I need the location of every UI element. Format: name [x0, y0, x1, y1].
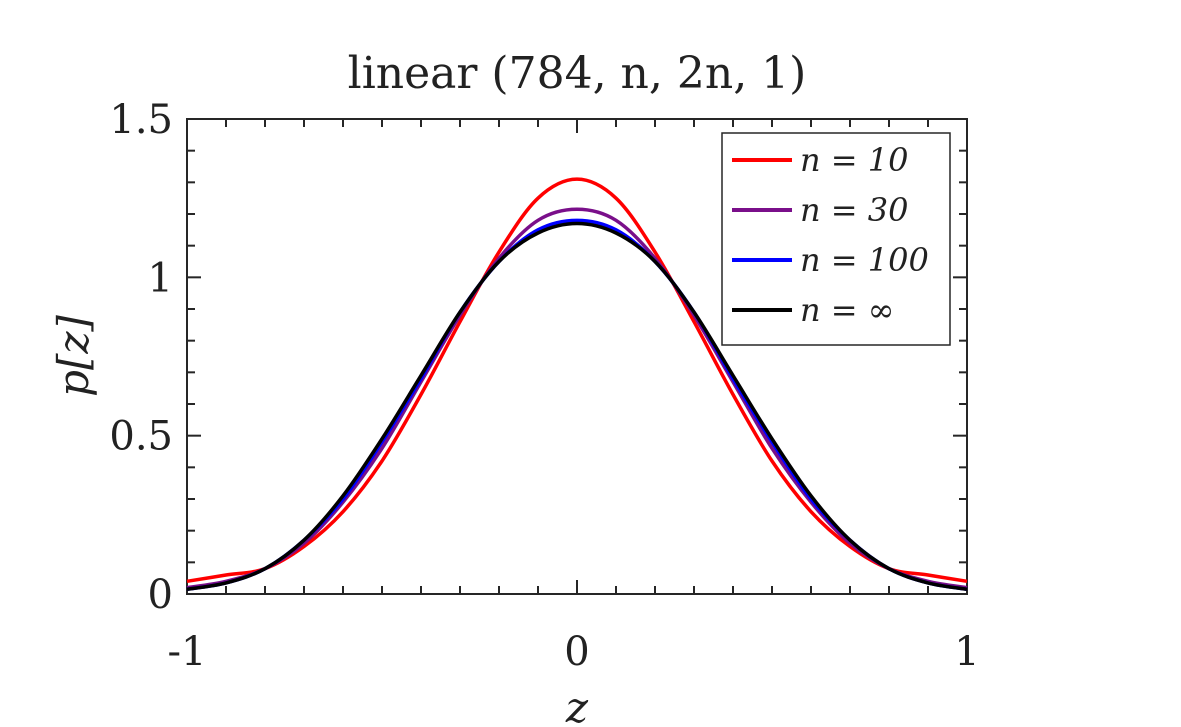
x-tick-label: 0 — [564, 629, 589, 675]
x-tick-label: -1 — [168, 629, 207, 675]
legend-entry: n = 100 — [800, 241, 929, 279]
y-tick-label: 0.5 — [109, 414, 173, 460]
x-tick-label: 1 — [954, 629, 979, 675]
y-tick-label: 1 — [148, 255, 173, 301]
y-axis-label: p[z] — [49, 314, 98, 396]
series-line-3 — [186, 221, 968, 591]
series-line-1 — [186, 207, 968, 590]
chart-title: linear (784, n, 2n, 1) — [348, 48, 807, 99]
y-tick-label: 1.5 — [109, 97, 173, 143]
legend-box — [721, 132, 951, 346]
x-axis-label: z — [565, 683, 589, 727]
legend-entry: n = 30 — [800, 191, 908, 229]
legend-entry: n = 10 — [800, 141, 908, 179]
plot-area: -1 0 1 0 0.5 1 1.5 n = 10 n = 30 n = 100 n = ∞ — [109, 97, 979, 675]
legend-entry: n = ∞ — [800, 291, 894, 329]
series-line-0 — [186, 177, 968, 584]
y-tick-label: 0 — [148, 572, 173, 618]
